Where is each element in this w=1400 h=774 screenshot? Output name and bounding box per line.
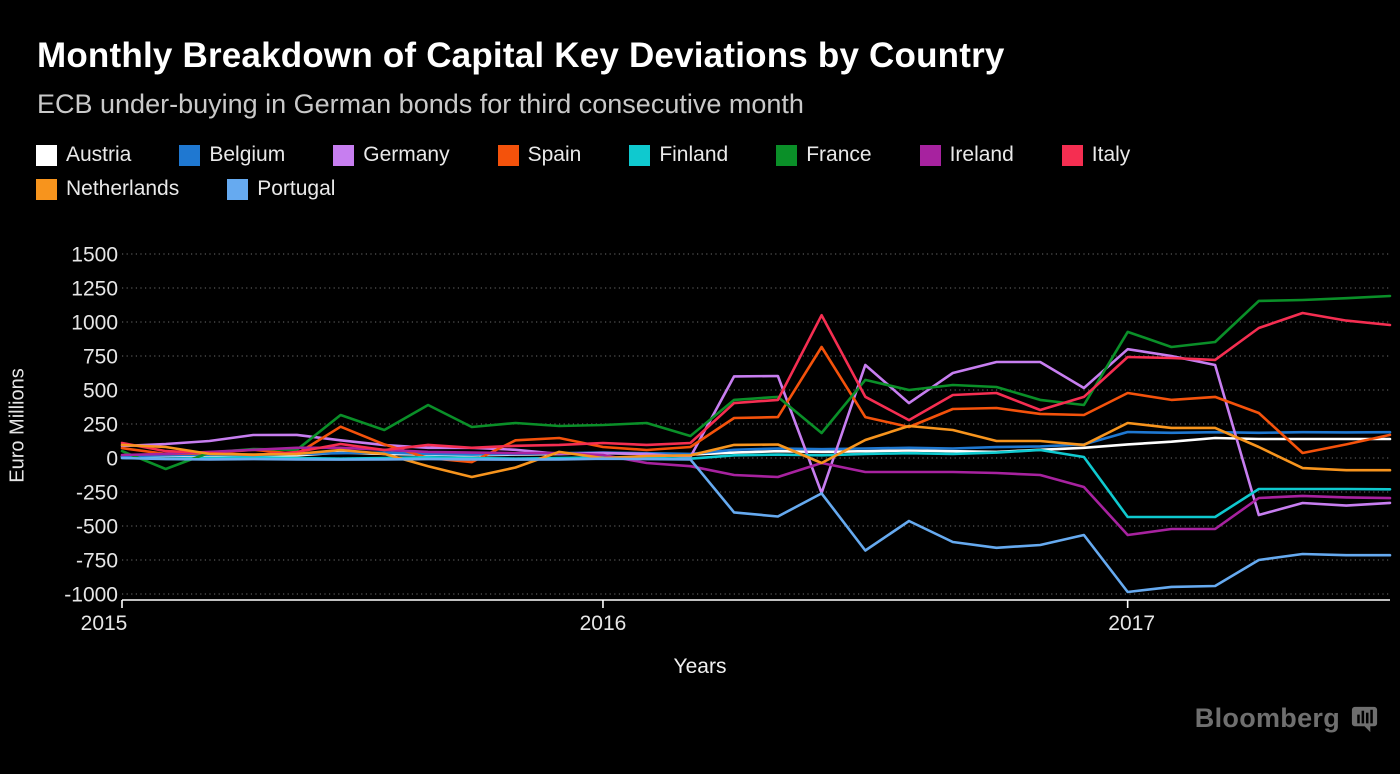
legend-swatch-spain [497,144,519,166]
legend-item-portugal: Portugal [227,177,335,201]
series-line-ireland [120,446,1392,537]
series-line-portugal [120,456,1392,594]
legend-swatch-ireland [919,144,941,166]
y-tick-label: -750 [76,550,118,573]
legend-item-belgium: Belgium [179,143,285,167]
x-axis-tick-labels: 2015 2016 2017 [81,612,1155,635]
bloomberg-chart-bubble-icon [1351,706,1378,733]
legend-label: Portugal [257,177,336,200]
y-tick-label: -1000 [64,584,118,607]
legend-swatch-portugal [227,178,249,200]
y-tick-label: -500 [76,516,118,539]
gridlines [122,253,1390,595]
y-tick-label: 500 [83,380,118,403]
x-tick-label-2016: 2016 [580,612,627,635]
y-tick-label: 1000 [71,312,118,335]
legend-label: Germany [363,143,450,166]
legend-swatch-italy [1061,144,1083,166]
series-line-italy [120,311,1392,457]
legend-swatch-germany [333,144,355,166]
series-line-belgium [120,430,1392,458]
y-tick-label: 250 [83,414,118,437]
legend-item-france: France [776,143,872,167]
legend-swatch-netherlands [36,178,57,200]
y-tick-label: 1500 [71,244,118,267]
x-tick-label-2015: 2015 [81,612,128,635]
legend-swatch-belgium [179,144,201,166]
legend-label: Belgium [209,143,286,166]
legend-label: Italy [1091,143,1131,166]
legend-item-netherlands: Netherlands [36,177,179,201]
legend-label: Finland [659,143,729,166]
y-tick-label: 0 [106,448,118,471]
legend-item-italy: Italy [1061,143,1131,167]
legend-item-spain: Spain [497,143,582,167]
legend-swatch-finland [629,144,651,166]
y-axis-title: Euro Millions [6,368,29,483]
legend-item-ireland: Ireland [919,143,1014,167]
page-title: Monthly Breakdown of Capital Key Deviati… [37,36,1005,75]
legend-label: Spain [527,143,582,166]
y-axis-tick-labels: 1500 1250 1000 750 500 250 0 -250 -500 -750 -1000 [64,244,118,607]
bloomberg-logo: Bloomberg [1195,703,1380,734]
legend-label: Ireland [949,143,1014,166]
x-tick-label-2017: 2017 [1108,612,1155,635]
bloomberg-wordmark: Bloomberg [1194,703,1340,733]
legend-row-1: Austria Belgium Germany Spain Finland France I… [36,143,1130,167]
x-axis-title: Years [673,655,727,678]
y-tick-label: 750 [83,346,118,369]
legend-row-2: Netherlands Portugal [36,177,335,201]
legend-label: Netherlands [66,177,180,200]
legend-swatch-france [776,144,798,166]
legend-label: Austria [66,143,132,166]
legend-item-finland: Finland [629,143,728,167]
legend-swatch-austria [36,144,57,166]
y-tick-label: -250 [76,482,118,505]
legend-item-germany: Germany [333,143,450,167]
series-line-netherlands [120,421,1392,479]
y-tick-label: 1250 [71,278,118,301]
legend-label: France [806,143,872,166]
series-line-spain [120,345,1392,464]
series-lines [120,294,1392,594]
page-subtitle: ECB under-buying in German bonds for thi… [37,89,804,119]
legend-item-austria: Austria [36,143,131,167]
x-axis [121,599,1390,608]
series-line-france [120,294,1392,471]
